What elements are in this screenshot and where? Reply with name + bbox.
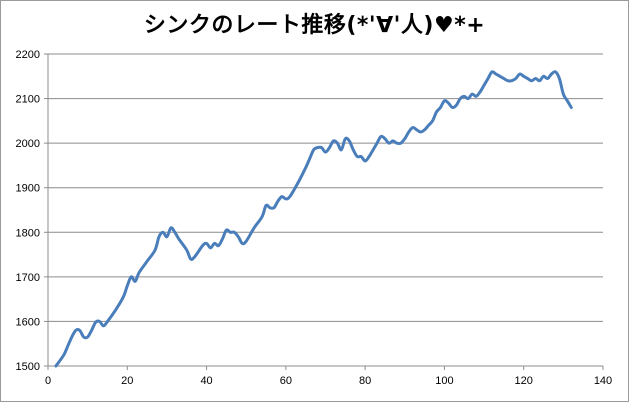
y-tick-label: 1800: [16, 227, 40, 239]
y-tick-label: 2200: [16, 49, 40, 61]
x-tick-label: 0: [45, 375, 51, 387]
x-tick-label: 100: [435, 375, 453, 387]
x-tick-label: 40: [200, 375, 212, 387]
y-tick-label: 2000: [16, 138, 40, 150]
rate-series-line: [54, 70, 573, 368]
y-tick-labels: 1500 1600 1700 1800 1900 2000 2100 2200: [16, 49, 40, 373]
y-tick-label: 1600: [16, 316, 40, 328]
y-tick-label: 1500: [16, 361, 40, 373]
y-tick-label: 2100: [16, 94, 40, 106]
x-tick-label: 80: [359, 375, 371, 387]
y-tick-label: 1900: [16, 183, 40, 195]
gridlines: [48, 53, 603, 322]
x-tick-label: 140: [594, 375, 612, 387]
x-tick-labels: 0 20 40 60 80 100 120 140: [45, 375, 612, 387]
x-tick-label: 60: [280, 375, 292, 387]
axes: [44, 53, 604, 370]
chart-title: シンクのレート推移(*'∀'人)♥*+: [143, 13, 486, 38]
x-tick-label: 20: [121, 375, 133, 387]
y-tick-label: 1700: [16, 272, 40, 284]
series-group: [54, 70, 573, 368]
x-tick-label: 120: [515, 375, 533, 387]
